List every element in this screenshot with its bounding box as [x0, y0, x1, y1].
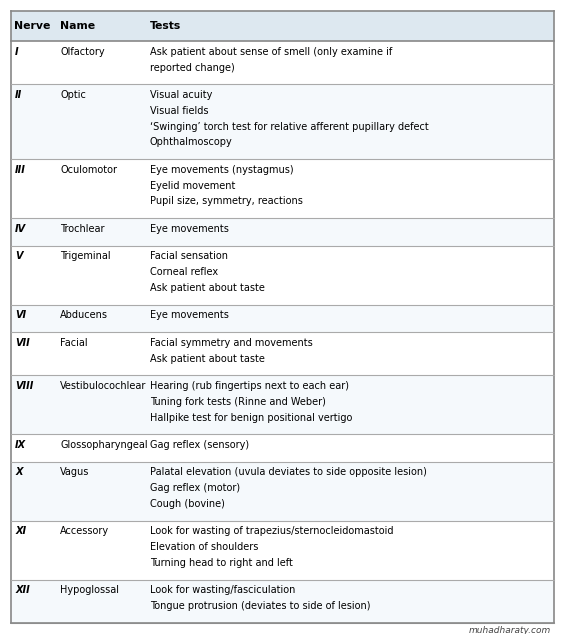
Text: VII: VII [15, 338, 30, 348]
Bar [11, 84, 554, 159]
Text: Turning head to right and left: Turning head to right and left [150, 558, 293, 568]
Bar [11, 11, 554, 41]
Text: Glossopharyngeal: Glossopharyngeal [60, 440, 147, 450]
Text: Tuning fork tests (Rinne and Weber): Tuning fork tests (Rinne and Weber) [150, 397, 325, 407]
Text: Elevation of shoulders: Elevation of shoulders [150, 542, 258, 552]
Text: Trochlear: Trochlear [60, 224, 105, 234]
Text: reported change): reported change) [150, 63, 234, 73]
Text: Palatal elevation (uvula deviates to side opposite lesion): Palatal elevation (uvula deviates to sid… [150, 467, 427, 477]
Bar [11, 434, 554, 462]
Text: Corneal reflex: Corneal reflex [150, 267, 218, 277]
Text: muhadharaty.com: muhadharaty.com [469, 626, 551, 634]
Text: Visual fields: Visual fields [150, 106, 208, 116]
Text: Vagus: Vagus [60, 467, 89, 477]
Bar [11, 462, 554, 521]
Text: Name: Name [60, 21, 95, 31]
Text: Hearing (rub fingertips next to each ear): Hearing (rub fingertips next to each ear… [150, 381, 349, 391]
Text: V: V [15, 251, 23, 261]
Text: II: II [15, 90, 22, 100]
Text: Nerve: Nerve [14, 21, 50, 31]
Text: Cough (bovine): Cough (bovine) [150, 499, 224, 509]
Text: IV: IV [15, 224, 26, 234]
Text: Gag reflex (sensory): Gag reflex (sensory) [150, 440, 249, 450]
Text: Ophthalmoscopy: Ophthalmoscopy [150, 138, 232, 148]
Bar [11, 218, 554, 245]
Text: VI: VI [15, 311, 26, 320]
Text: Pupil size, symmetry, reactions: Pupil size, symmetry, reactions [150, 197, 302, 207]
Text: Hallpike test for benign positional vertigo: Hallpike test for benign positional vert… [150, 413, 352, 423]
Text: Look for wasting/fasciculation: Look for wasting/fasciculation [150, 585, 295, 595]
Text: Ask patient about sense of smell (only examine if: Ask patient about sense of smell (only e… [150, 47, 392, 57]
Text: Look for wasting of trapezius/sternocleidomastoid: Look for wasting of trapezius/sternoclei… [150, 526, 393, 536]
Text: XII: XII [15, 585, 30, 595]
Text: Tongue protrusion (deviates to side of lesion): Tongue protrusion (deviates to side of l… [150, 601, 370, 611]
Text: Ask patient about taste: Ask patient about taste [150, 354, 264, 363]
Bar [11, 41, 554, 84]
Text: I: I [15, 47, 19, 57]
Text: Gag reflex (motor): Gag reflex (motor) [150, 483, 240, 493]
Text: Eyelid movement: Eyelid movement [150, 181, 235, 191]
Text: Facial: Facial [60, 338, 88, 348]
Text: Hypoglossal: Hypoglossal [60, 585, 119, 595]
Text: Eye movements (nystagmus): Eye movements (nystagmus) [150, 165, 293, 175]
Bar [11, 245, 554, 304]
Text: IX: IX [15, 440, 26, 450]
Text: Tests: Tests [150, 21, 181, 31]
Text: X: X [15, 467, 23, 477]
Bar [11, 521, 554, 579]
Text: Vestibulocochlear: Vestibulocochlear [60, 381, 146, 391]
Text: Olfactory: Olfactory [60, 47, 105, 57]
Bar [11, 159, 554, 218]
Text: VIII: VIII [15, 381, 33, 391]
Text: ‘Swinging’ torch test for relative afferent pupillary defect: ‘Swinging’ torch test for relative affer… [150, 122, 428, 132]
Bar [11, 304, 554, 332]
Text: Trigeminal: Trigeminal [60, 251, 111, 261]
Text: Facial symmetry and movements: Facial symmetry and movements [150, 338, 312, 348]
Text: Ask patient about taste: Ask patient about taste [150, 283, 264, 293]
Bar [11, 375, 554, 434]
Text: Eye movements: Eye movements [150, 224, 228, 234]
Text: Visual acuity: Visual acuity [150, 90, 212, 100]
Text: Optic: Optic [60, 90, 86, 100]
Text: XI: XI [15, 526, 26, 536]
Text: Accessory: Accessory [60, 526, 109, 536]
Bar [11, 332, 554, 375]
Text: Eye movements: Eye movements [150, 311, 228, 320]
Text: III: III [15, 165, 26, 175]
Text: Oculomotor: Oculomotor [60, 165, 117, 175]
Text: Abducens: Abducens [60, 311, 108, 320]
Text: Facial sensation: Facial sensation [150, 251, 228, 261]
Bar [11, 579, 554, 623]
